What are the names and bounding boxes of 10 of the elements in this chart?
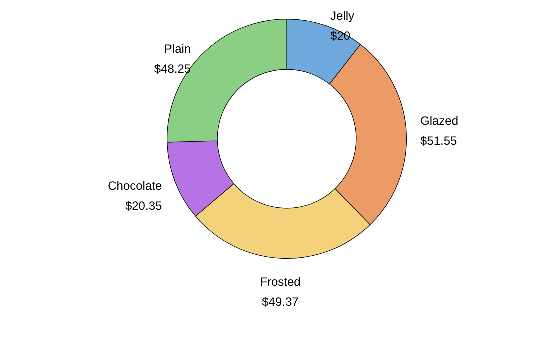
slice-label: Plain [164,42,192,56]
slice-label: Glazed [420,114,459,128]
data-label: $48.25 [154,62,192,76]
slice-label: Frosted [260,274,301,289]
data-label: $20 [330,28,351,43]
data-label: $49.37 [262,294,300,309]
slice-label: Jelly [330,8,355,23]
data-label: $20.35 [125,199,162,214]
slice-label: Chocolate [108,179,162,194]
data-label: $51.55 [420,134,458,148]
